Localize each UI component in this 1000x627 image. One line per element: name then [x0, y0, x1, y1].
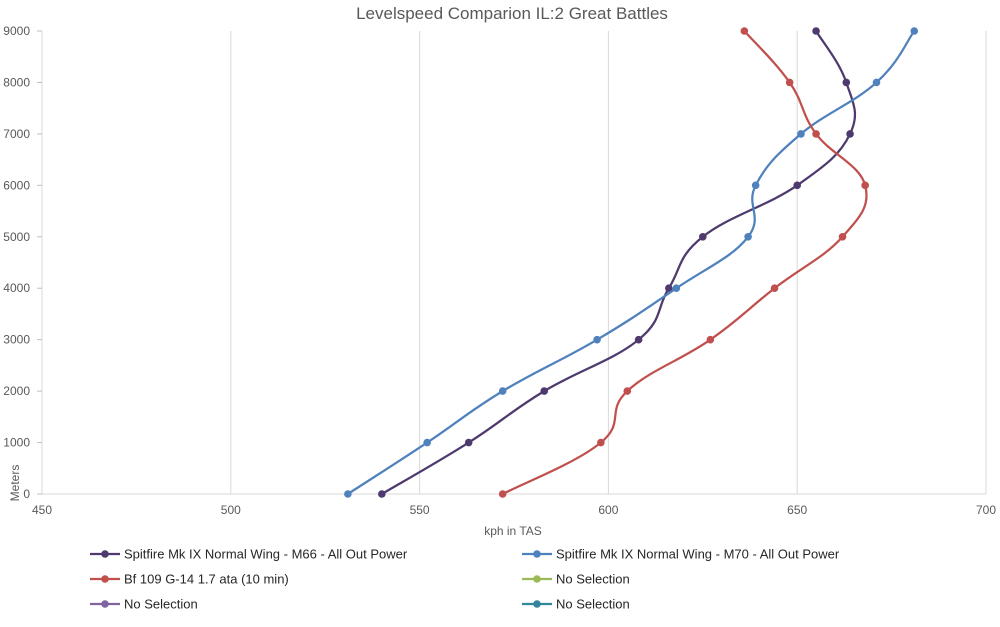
y-tick-label: 4000: [3, 281, 30, 295]
series-line: [502, 30, 868, 495]
legend-marker-dot: [533, 550, 541, 558]
data-point: [540, 387, 549, 395]
data-point: [378, 490, 386, 498]
series-group: [344, 27, 919, 498]
legend-marker-dot: [101, 600, 109, 608]
data-point: [872, 78, 881, 87]
series-line: [347, 30, 916, 495]
data-point: [344, 490, 352, 498]
legend-entry-label: Bf 109 G-14 1.7 ata (10 min): [124, 572, 289, 587]
legend-marker-dot: [533, 575, 541, 583]
y-axis-ticks: 0 1000 2000 3000 4000 5000 6000 7000 8000 9000: [3, 24, 42, 501]
data-point: [498, 490, 507, 498]
y-tick-label: 2000: [3, 384, 30, 398]
y-tick-label: 5000: [3, 230, 30, 244]
y-tick-label: 6000: [3, 178, 30, 192]
data-point: [423, 438, 431, 447]
x-tick-label: 500: [221, 503, 241, 517]
data-point: [842, 78, 851, 87]
x-tick-label: 700: [976, 503, 996, 517]
y-tick-label: 3000: [3, 333, 30, 347]
data-point: [593, 335, 601, 344]
legend-entry-label: Spitfire Mk IX Normal Wing - M66 - All O…: [124, 547, 408, 562]
chart-title: Levelspeed Comparion IL:2 Great Battles: [356, 4, 668, 23]
legend-entry-label: No Selection: [556, 597, 630, 612]
y-tick-label: 9000: [3, 24, 30, 38]
legend-marker-dot: [101, 550, 109, 558]
data-point: [634, 335, 643, 344]
x-tick-label: 550: [410, 503, 430, 517]
x-tick-label: 450: [32, 503, 52, 517]
data-point: [861, 181, 869, 190]
data-point: [665, 284, 673, 293]
y-tick-label: 8000: [3, 75, 30, 89]
data-point: [797, 130, 805, 138]
data-point: [838, 232, 847, 241]
data-point: [706, 335, 715, 344]
y-tick-label: 1000: [3, 436, 30, 450]
x-tick-label: 600: [598, 503, 618, 517]
data-point: [812, 130, 820, 138]
data-point: [770, 284, 779, 293]
data-point: [785, 78, 794, 87]
data-point: [744, 232, 752, 241]
legend-marker-dot: [533, 600, 541, 608]
data-point: [623, 387, 632, 395]
legend: Spitfire Mk IX Normal Wing - M66 - All O…: [90, 547, 840, 612]
data-point: [672, 284, 681, 293]
legend-entry-label: No Selection: [124, 597, 198, 612]
data-point: [498, 387, 507, 395]
grid-lines: [41, 31, 987, 494]
y-tick-label: 0: [23, 487, 30, 501]
x-axis-title: kph in TAS: [484, 524, 542, 538]
y-tick-label: 7000: [3, 127, 30, 141]
data-point: [751, 181, 760, 190]
data-point: [699, 232, 707, 241]
series-line: [381, 30, 857, 495]
legend-marker-dot: [101, 575, 109, 583]
data-point: [846, 130, 854, 138]
x-axis-ticks: 450 500 550 600 650 700: [32, 503, 996, 517]
x-tick-label: 650: [787, 503, 807, 517]
legend-entry-label: No Selection: [556, 572, 630, 587]
legend-entry-label: Spitfire Mk IX Normal Wing - M70 - All O…: [556, 547, 840, 562]
y-axis-title: Meters: [8, 465, 22, 502]
data-point: [740, 27, 749, 35]
data-point: [793, 181, 801, 190]
data-point: [910, 27, 919, 35]
data-point: [597, 438, 605, 447]
data-point: [464, 438, 473, 447]
data-point: [812, 27, 820, 35]
